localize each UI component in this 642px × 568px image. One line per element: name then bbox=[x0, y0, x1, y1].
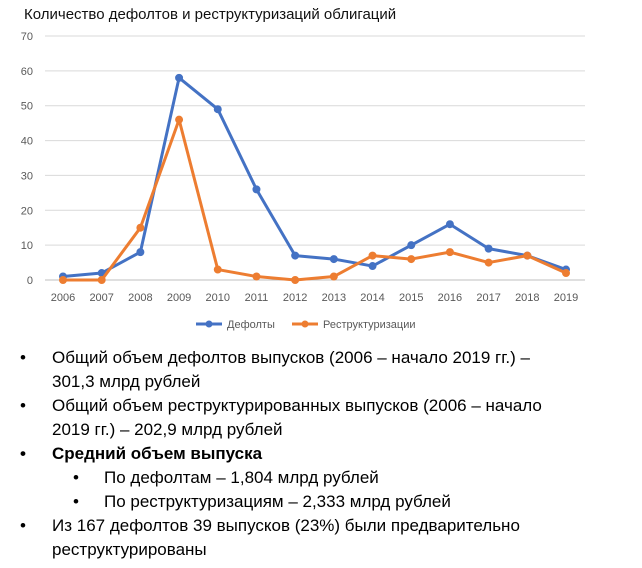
y-tick-label: 50 bbox=[21, 101, 33, 113]
bullet-text-line: Средний объем выпуска bbox=[52, 444, 263, 463]
data-point bbox=[368, 251, 377, 260]
x-tick-label: 2010 bbox=[206, 292, 230, 304]
x-tick-label: 2008 bbox=[128, 292, 152, 304]
data-point bbox=[484, 258, 493, 267]
data-point bbox=[175, 73, 184, 82]
bullet-text-line: 2019 гг.) – 202,9 млрд рублей bbox=[52, 420, 283, 439]
x-tick-label: 2006 bbox=[51, 292, 75, 304]
legend-label: Реструктуризации bbox=[323, 319, 416, 331]
bullet-marker: • bbox=[73, 492, 79, 511]
series-line bbox=[61, 118, 568, 282]
bullet-list: • Общий объем дефолтов выпусков (2006 – н… bbox=[0, 346, 642, 562]
x-tick-label: 2012 bbox=[283, 292, 307, 304]
bullet-text-line: 301,3 млрд рублей bbox=[52, 372, 201, 391]
bullet-marker: • bbox=[73, 468, 79, 487]
y-tick-label: 60 bbox=[21, 66, 33, 78]
data-point bbox=[368, 262, 377, 271]
bullet-marker: • bbox=[20, 444, 26, 463]
bullet-marker: • bbox=[20, 516, 26, 535]
data-point bbox=[213, 105, 222, 114]
data-point bbox=[407, 255, 416, 264]
x-tick-label: 2015 bbox=[399, 292, 423, 304]
line-chart: 0 10 20 30 40 50 60 70 2006 2007 2008 2009 2010 2011 2… bbox=[21, 31, 585, 331]
data-point bbox=[291, 251, 300, 260]
y-tick-label: 0 bbox=[27, 275, 33, 287]
x-tick-label: 2018 bbox=[515, 292, 539, 304]
x-tick-label: 2007 bbox=[89, 292, 113, 304]
y-tick-label: 70 bbox=[21, 31, 33, 43]
bullet-text-line: Из 167 дефолтов 39 выпусков (23%) были п… bbox=[52, 516, 520, 535]
bullet-text-line: Общий объем дефолтов выпусков (2006 – на… bbox=[52, 348, 530, 367]
data-point bbox=[136, 248, 145, 257]
data-point bbox=[252, 272, 261, 281]
data-point bbox=[175, 115, 184, 124]
data-point bbox=[484, 244, 493, 253]
bullet-text-line: реструктурированы bbox=[52, 540, 207, 559]
y-tick-label: 10 bbox=[21, 240, 33, 252]
bullet-text-line: Общий объем реструктурированных выпусков… bbox=[52, 396, 542, 415]
x-tick-label: 2013 bbox=[322, 292, 346, 304]
data-point bbox=[407, 241, 416, 250]
data-point bbox=[97, 276, 106, 284]
data-point bbox=[329, 272, 338, 281]
x-tick-label: 2019 bbox=[554, 292, 578, 304]
data-point bbox=[59, 276, 67, 284]
bullet-text-line: По дефолтам – 1,804 млрд рублей bbox=[104, 468, 379, 487]
x-tick-label: 2017 bbox=[476, 292, 500, 304]
x-tick-label: 2011 bbox=[245, 292, 269, 304]
data-point bbox=[136, 223, 145, 232]
bullet-marker: • bbox=[20, 396, 26, 415]
bullet-text-line: По реструктуризациям – 2,333 млрд рублей bbox=[104, 492, 451, 511]
bullet-item: • Средний объем выпуска bbox=[0, 442, 642, 466]
y-tick-label: 20 bbox=[21, 205, 33, 217]
bullet-item: • Общий объем дефолтов выпусков (2006 – н… bbox=[0, 346, 642, 394]
data-point bbox=[445, 248, 454, 257]
bullet-marker: • bbox=[20, 348, 26, 367]
bullet-item: • По дефолтам – 1,804 млрд рублей bbox=[0, 466, 642, 490]
data-point bbox=[252, 185, 261, 194]
y-tick-label: 40 bbox=[21, 136, 33, 148]
legend-marker bbox=[301, 320, 309, 328]
bullet-item: • По реструктуризациям – 2,333 млрд рубле… bbox=[0, 490, 642, 514]
data-point bbox=[445, 220, 454, 229]
data-point bbox=[291, 276, 300, 284]
data-point bbox=[523, 251, 532, 260]
legend-label: Дефолты bbox=[227, 319, 275, 331]
x-tick-label: 2009 bbox=[167, 292, 191, 304]
data-point bbox=[329, 255, 338, 264]
bullet-item: • Общий объем реструктурированных выпуско… bbox=[0, 394, 642, 442]
x-tick-label: 2014 bbox=[360, 292, 384, 304]
y-tick-label: 30 bbox=[21, 170, 33, 182]
data-point bbox=[562, 269, 570, 278]
data-point bbox=[213, 265, 222, 274]
series-line bbox=[61, 76, 568, 279]
chart-title: Количество дефолтов и реструктуризаций о… bbox=[24, 6, 397, 23]
legend-marker bbox=[205, 320, 213, 328]
x-tick-label: 2016 bbox=[438, 292, 462, 304]
bullet-item: • Из 167 дефолтов 39 выпусков (23%) были … bbox=[0, 514, 642, 562]
